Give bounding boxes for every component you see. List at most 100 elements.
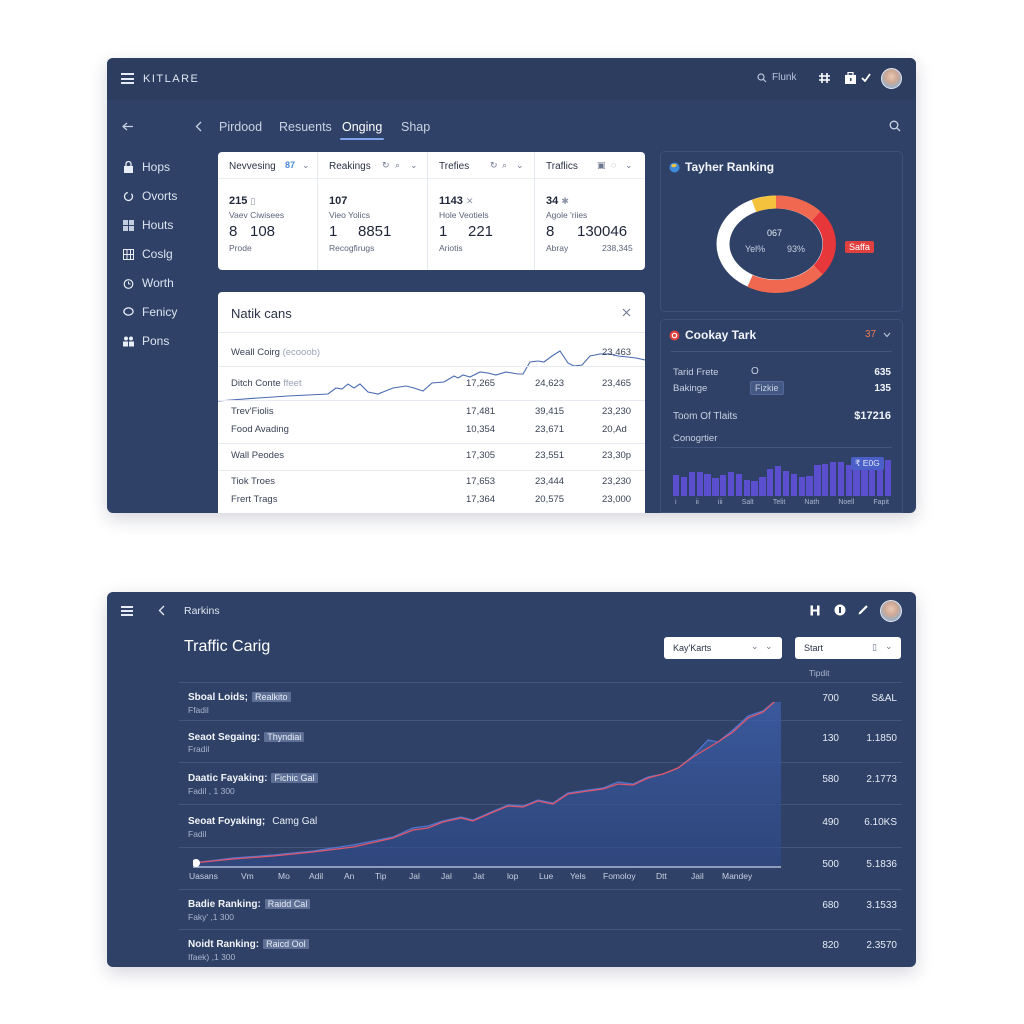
divider: [179, 682, 902, 683]
close-icon[interactable]: [622, 308, 631, 317]
bar-chart-axis: i ii iii Salt Telit Nath Noell Fapit: [675, 499, 889, 506]
sidebar-item-hops[interactable]: Hops: [123, 160, 170, 174]
sidebar-item-label: Fenicy: [142, 305, 178, 319]
search-icon[interactable]: [889, 120, 901, 132]
bar-axis-label: iii: [717, 499, 723, 506]
divider: [218, 443, 645, 444]
sidebar-item-label: Ovorts: [142, 189, 178, 203]
stat-number-b: 130046: [577, 223, 628, 240]
header-search-label: Flunk: [772, 72, 797, 83]
traffic-area-chart: [193, 702, 781, 868]
refresh-icon[interactable]: ↻: [490, 160, 498, 170]
refresh-icon[interactable]: ↻: [382, 160, 390, 170]
start-select[interactable]: Start ▯ ⌄: [795, 637, 901, 659]
cookay-total-value: $17216: [854, 410, 891, 422]
back-arrow-icon[interactable]: [122, 122, 134, 131]
shield-icon[interactable]: ◌: [611, 160, 617, 170]
bar: [704, 474, 711, 496]
bar-axis-label: Fapit: [873, 499, 889, 506]
chevron-down-icon[interactable]: ⌄: [410, 160, 418, 170]
chevron-left-icon[interactable]: [158, 605, 165, 616]
divider: [179, 889, 902, 890]
top-header-bar: KITLARE Flunk: [107, 58, 916, 100]
filter-icon[interactable]: [819, 72, 830, 84]
brand-logo: KITLARE: [143, 73, 200, 85]
x-axis-label: Jail: [691, 871, 704, 881]
x-axis-label: Mo: [278, 871, 290, 881]
sidebar-item-ovorts[interactable]: Ovorts: [123, 189, 177, 203]
menu-icon[interactable]: [121, 606, 133, 616]
divider: [218, 332, 645, 333]
header-search[interactable]: Flunk: [757, 72, 796, 83]
bar: [814, 464, 821, 496]
sidebar-item-label: Pons: [142, 334, 170, 348]
lock-icon[interactable]: ▣: [597, 160, 606, 170]
bar-chart-badge: ₹ E0G: [851, 457, 884, 470]
chevron-down-icon[interactable]: [883, 332, 891, 338]
bar: [712, 478, 719, 496]
divider: [671, 447, 892, 448]
x-axis-label: Tip: [375, 871, 387, 881]
check-icon[interactable]: [861, 73, 871, 82]
chevron-left-icon[interactable]: [195, 121, 202, 132]
columns-icon: [123, 248, 134, 260]
sidebar-item-label: Hops: [142, 160, 171, 174]
info-icon[interactable]: [834, 604, 846, 616]
stat-number-a: 8: [546, 223, 555, 240]
stat-big-value: 1143 ✕: [439, 195, 474, 207]
sparkline-chart: [218, 350, 645, 402]
breadcrumb[interactable]: Rarkins: [184, 605, 220, 617]
stat-footer: Recogfirugs: [329, 243, 375, 253]
tab-pirdood[interactable]: Pirdood: [219, 120, 263, 134]
x-axis-label: Lue: [539, 871, 554, 881]
bar: [869, 464, 876, 496]
sidebar-item-fenicy[interactable]: Fenicy: [123, 305, 177, 319]
briefcase-icon[interactable]: [845, 72, 856, 84]
sidebar-item-worth[interactable]: Worth: [123, 276, 174, 290]
menu-icon[interactable]: [121, 73, 134, 84]
stat-big-value: 107: [329, 195, 348, 207]
cookay-row-mid: O: [751, 366, 759, 377]
sidebar-item-label: Worth: [142, 276, 174, 290]
divider: [179, 929, 902, 930]
chevron-down-icon[interactable]: ⌄: [516, 160, 524, 170]
tab-resuents[interactable]: Resuents: [279, 120, 332, 134]
stat-sub-label: Vaev Ciwisees: [229, 210, 285, 220]
sidebar-item-pons[interactable]: Pons: [123, 334, 169, 348]
tab-onging[interactable]: Onging: [339, 120, 385, 140]
search-icon[interactable]: ⌕: [395, 160, 401, 170]
bar: [767, 469, 774, 496]
chevron-down-icon[interactable]: ⌄: [625, 160, 633, 170]
chevron-down-icon[interactable]: ⌄: [302, 160, 310, 170]
tab-shap[interactable]: Shap: [401, 120, 431, 134]
stat-sub-label: Agole 'riies: [546, 210, 588, 220]
donut-center-right: 93%: [787, 244, 806, 254]
edit-icon[interactable]: [858, 604, 869, 615]
stat-header: Reakings: [329, 161, 371, 172]
bar-axis-label: Nath: [804, 499, 820, 506]
bar: [853, 463, 860, 496]
donut-chart: [716, 195, 836, 293]
search-icon[interactable]: ⌕: [502, 160, 508, 170]
sidebar-item-coslg[interactable]: Coslg: [123, 247, 173, 261]
stats-card: Nevvesing 87 ⌄ 215 ▯ Vaev Ciwisees 8 108…: [218, 152, 645, 270]
bar: [688, 471, 696, 496]
bar: [743, 479, 750, 496]
user-avatar[interactable]: [880, 600, 902, 622]
bar-axis-label: i: [675, 499, 677, 506]
keywords-select[interactable]: Kay'Karts ⌄ ⌄: [664, 637, 782, 659]
stat-number-a: 8: [229, 223, 238, 240]
bar-axis-label: Noell: [838, 499, 855, 506]
bar: [727, 471, 735, 496]
bar: [782, 470, 790, 496]
stat-column: Traflics ▣ ◌ ⌄ 34 ✱ Agole 'riies 8 13004…: [535, 152, 645, 270]
column-header: Tipdit: [809, 668, 830, 678]
stats-icon[interactable]: [810, 605, 820, 616]
users-icon: [123, 336, 134, 346]
user-avatar[interactable]: [881, 68, 902, 89]
stat-big-value: 215 ▯: [229, 195, 256, 207]
sidebar-item-houts[interactable]: Houts: [123, 218, 173, 232]
divider: [218, 178, 645, 179]
x-axis-label: lop: [507, 871, 519, 881]
chevron-down-icon: ⌄: [765, 641, 773, 651]
